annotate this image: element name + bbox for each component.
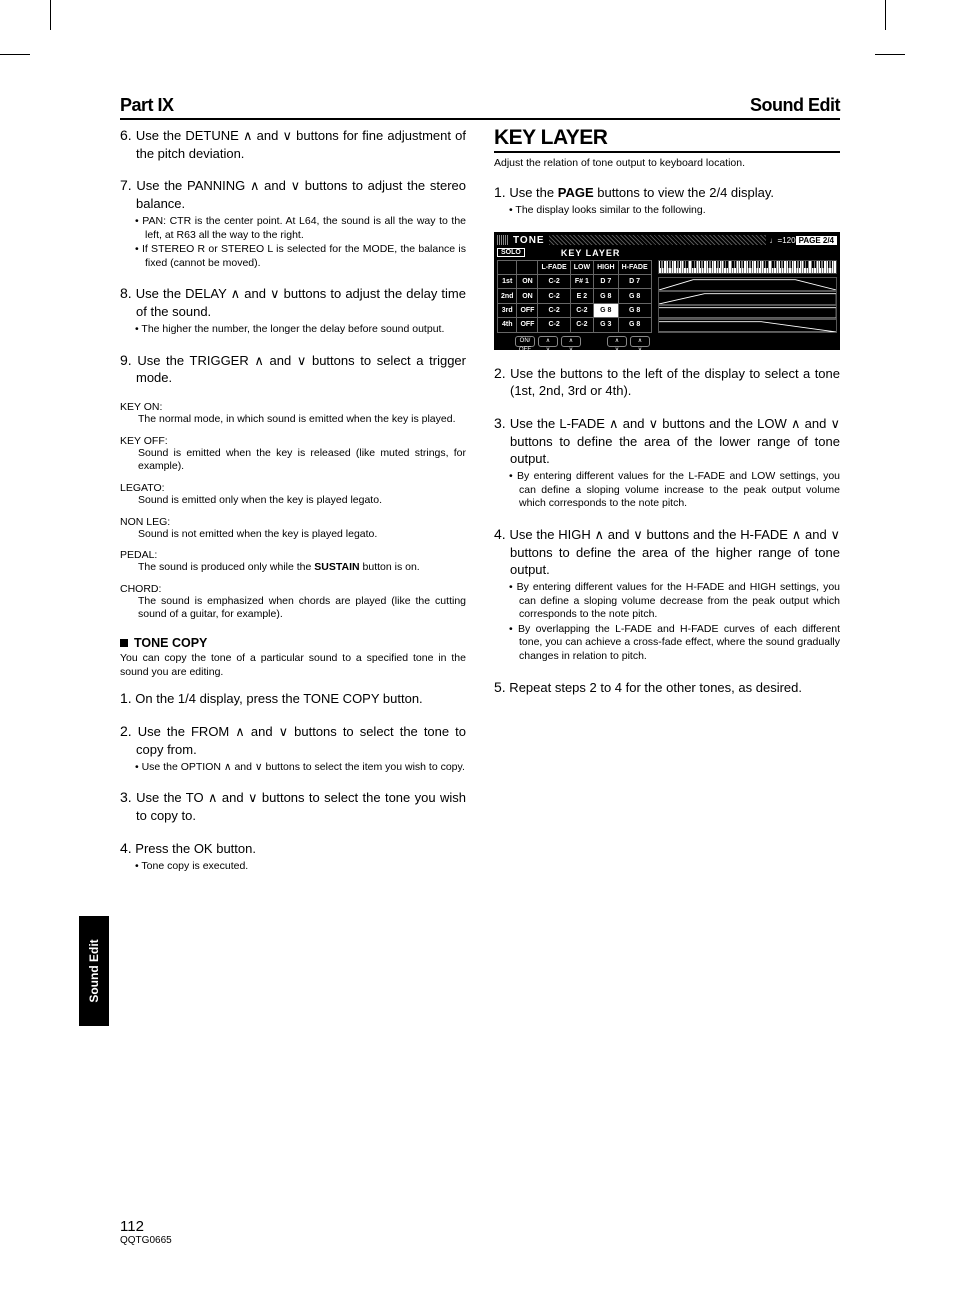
- step-item: 4. Use the HIGH ∧ and ∨ buttons and the …: [494, 525, 840, 664]
- def-desc: The sound is produced only while the SUS…: [138, 561, 466, 575]
- solo-badge: SOLO: [497, 248, 525, 257]
- step-item: 5. Repeat steps 2 to 4 for the other ton…: [494, 678, 840, 697]
- step-text: 4. Use the HIGH ∧ and ∨ buttons and the …: [494, 525, 840, 579]
- doc-code: QQTG0665: [120, 1235, 172, 1246]
- bullet: By entering different values for the H-F…: [509, 581, 840, 622]
- step-text: 2. Use the buttons to the left of the di…: [494, 364, 840, 400]
- crop-mark: [0, 54, 30, 55]
- bullet: Use the OPTION ∧ and ∨ buttons to select…: [135, 761, 466, 775]
- step-item: 4. Press the OK button. Tone copy is exec…: [120, 839, 466, 874]
- envelope-graph: [658, 305, 837, 319]
- header-part: Part IX: [120, 95, 174, 116]
- crop-mark: [885, 0, 886, 30]
- envelope-graph: [658, 319, 837, 333]
- bullet: PAN: CTR is the center point. At L64, th…: [135, 215, 466, 242]
- step-text: 1. On the 1/4 display, press the TONE CO…: [120, 689, 466, 708]
- bullet: The display looks similar to the followi…: [509, 204, 840, 218]
- tone-copy-intro: You can copy the tone of a particular so…: [120, 652, 466, 679]
- crop-mark: [50, 0, 51, 30]
- page-header: Part IX Sound Edit: [120, 95, 840, 120]
- step-text: 1. Use the PAGE buttons to view the 2/4 …: [494, 183, 840, 202]
- step-text: 3. Use the TO ∧ and ∨ buttons to select …: [120, 788, 466, 824]
- step-item: 1. Use the PAGE buttons to view the 2/4 …: [494, 183, 840, 218]
- key-layer-title: KEY LAYER: [494, 126, 840, 153]
- step-text: 8. Use the DELAY ∧ and ∨ buttons to adju…: [120, 284, 466, 320]
- table-row: 3rdOFFC-2C-2G 8G 8: [498, 303, 652, 317]
- page-indicator: PAGE 2/4: [796, 236, 837, 245]
- step-text: 6. Use the DETUNE ∧ and ∨ buttons for fi…: [120, 126, 466, 162]
- key-layer-label: KEY LAYER: [561, 248, 621, 258]
- bullet: The higher the number, the longer the de…: [135, 323, 466, 337]
- step-item: 3. Use the L-FADE ∧ and ∨ buttons and th…: [494, 414, 840, 511]
- page-footer: 112 QQTG0665: [120, 1218, 172, 1246]
- table-row: 4thOFFC-2C-2G 3G 8: [498, 318, 652, 332]
- step-text: 3. Use the L-FADE ∧ and ∨ buttons and th…: [494, 414, 840, 468]
- step-text: 9. Use the TRIGGER ∧ and ∨ buttons to se…: [120, 351, 466, 387]
- step-item: 9. Use the TRIGGER ∧ and ∨ buttons to se…: [120, 351, 466, 387]
- def-term: NON LEG:: [120, 516, 466, 528]
- def-desc: The sound is emphasized when chords are …: [138, 595, 466, 622]
- keyboard-graphic: [658, 260, 837, 274]
- step-item: 8. Use the DELAY ∧ and ∨ buttons to adju…: [120, 284, 466, 336]
- def-desc: Sound is emitted only when the key is pl…: [138, 494, 466, 508]
- header-section: Sound Edit: [750, 95, 840, 116]
- crop-mark: [875, 54, 905, 55]
- def-term: KEY OFF:: [120, 435, 466, 447]
- bullet: If STEREO R or STEREO L is selected for …: [135, 243, 466, 270]
- side-tab: Sound Edit: [79, 916, 109, 1026]
- tone-label: TONE: [513, 235, 545, 246]
- onoff-button: ON/OFF: [515, 336, 535, 347]
- side-tab-label: Sound Edit: [87, 939, 101, 1002]
- step-text: 2. Use the FROM ∧ and ∨ buttons to selec…: [120, 722, 466, 758]
- def-term: LEGATO:: [120, 482, 466, 494]
- tone-icon: [497, 235, 509, 245]
- step-item: 6. Use the DETUNE ∧ and ∨ buttons for fi…: [120, 126, 466, 162]
- key-layer-table: L-FADELOWHIGHH-FADE 1stONC-2F# 1D 7D 72n…: [497, 260, 652, 333]
- bullet: Tone copy is executed.: [135, 860, 466, 874]
- bullet: By overlapping the L-FADE and H-FADE cur…: [509, 623, 840, 664]
- def-desc: Sound is emitted when the key is release…: [138, 447, 466, 474]
- step-item: 7. Use the PANNING ∧ and ∨ buttons to ad…: [120, 176, 466, 270]
- step-item: 2. Use the FROM ∧ and ∨ buttons to selec…: [120, 722, 466, 774]
- left-column: 6. Use the DETUNE ∧ and ∨ buttons for fi…: [120, 126, 466, 887]
- def-term: CHORD:: [120, 583, 466, 595]
- def-desc: Sound is not emitted when the key is pla…: [138, 528, 466, 542]
- updown-button: ∧∨: [630, 336, 650, 347]
- key-layer-intro: Adjust the relation of tone output to ke…: [494, 157, 840, 169]
- table-row: 2ndONC-2E 2G 8G 8: [498, 289, 652, 303]
- right-column: KEY LAYER Adjust the relation of tone ou…: [494, 126, 840, 887]
- step-item: 3. Use the TO ∧ and ∨ buttons to select …: [120, 788, 466, 824]
- table-row: 1stONC-2F# 1D 7D 7: [498, 274, 652, 288]
- def-term: KEY ON:: [120, 401, 466, 413]
- tempo-label: ♩=120: [770, 236, 796, 245]
- tone-copy-heading: TONE COPY: [120, 636, 466, 650]
- updown-button: ∧∨: [607, 336, 627, 347]
- page-number: 112: [120, 1218, 172, 1235]
- step-text: 5. Repeat steps 2 to 4 for the other ton…: [494, 678, 840, 697]
- bullet: By entering different values for the L-F…: [509, 470, 840, 511]
- envelope-graph: [658, 277, 837, 291]
- updown-button: ∧∨: [538, 336, 558, 347]
- step-text: 4. Press the OK button.: [120, 839, 466, 858]
- updown-button: ∧∨: [561, 336, 581, 347]
- step-text: 7. Use the PANNING ∧ and ∨ buttons to ad…: [120, 176, 466, 212]
- step-item: 2. Use the buttons to the left of the di…: [494, 364, 840, 400]
- page-content: Part IX Sound Edit 6. Use the DETUNE ∧ a…: [120, 95, 840, 887]
- hatch-fill: [549, 235, 766, 245]
- def-term: PEDAL:: [120, 549, 466, 561]
- step-item: 1. On the 1/4 display, press the TONE CO…: [120, 689, 466, 708]
- button-row: ON/OFF ∧∨ ∧∨ ∧∨ ∧∨: [515, 336, 837, 347]
- lcd-screenshot: TONE ♩=120 PAGE 2/4 SOLO KEY LAYER L-FAD…: [494, 232, 840, 350]
- def-desc: The normal mode, in which sound is emitt…: [138, 413, 466, 427]
- envelope-graph: [658, 291, 837, 305]
